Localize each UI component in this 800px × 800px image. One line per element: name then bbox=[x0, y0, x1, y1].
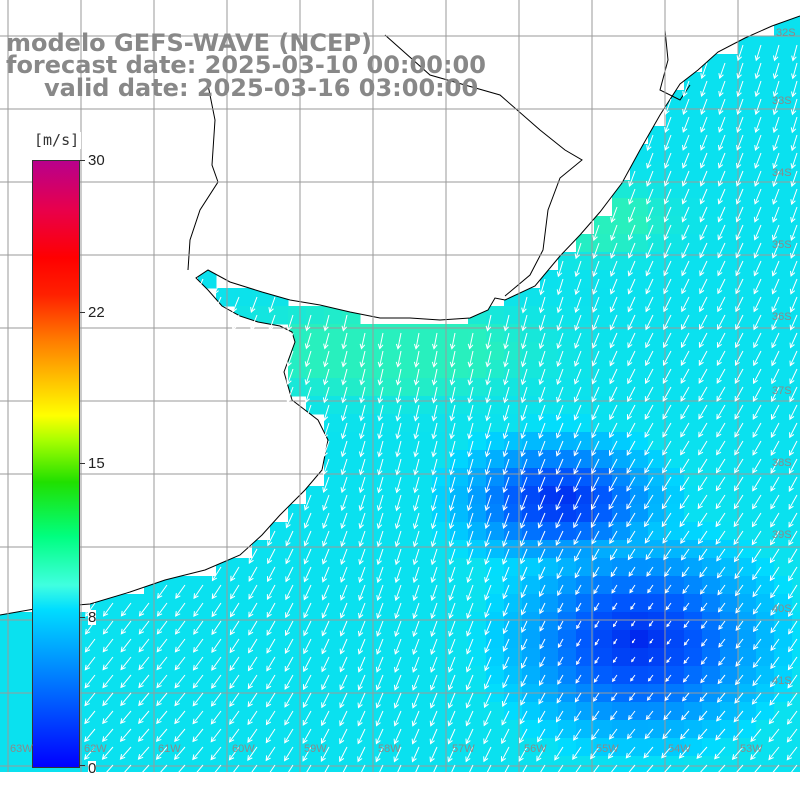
lat-label: 37S bbox=[772, 385, 792, 397]
colorbar-units: [m/s] bbox=[32, 131, 82, 149]
lon-label: 59W bbox=[304, 743, 327, 755]
lon-label: 55W bbox=[596, 743, 619, 755]
lon-label: 53W bbox=[740, 743, 763, 755]
border-line bbox=[384, 34, 583, 297]
lat-label: 36S bbox=[772, 311, 792, 323]
lat-label: 34S bbox=[772, 167, 792, 179]
lat-label: 32S bbox=[776, 27, 796, 39]
colorbar-label: 0 bbox=[88, 760, 97, 777]
colorbar-label: 30 bbox=[88, 152, 105, 169]
land-area bbox=[0, 0, 800, 615]
model-title: modelo GEFS-WAVE (NCEP) bbox=[6, 29, 372, 57]
lon-label: 60W bbox=[232, 743, 255, 755]
lon-label: 57W bbox=[452, 743, 475, 755]
lat-label: 33S bbox=[772, 95, 792, 107]
graticule bbox=[0, 0, 800, 772]
lon-label: 61W bbox=[158, 743, 181, 755]
lat-label: 38S bbox=[772, 457, 792, 469]
lon-label: 54W bbox=[668, 743, 691, 755]
colorbar-label: 22 bbox=[88, 304, 105, 321]
colorbar-tick bbox=[80, 765, 85, 766]
colorbar-label: 8 bbox=[88, 609, 97, 626]
bottom-margin bbox=[0, 772, 800, 800]
lat-label: 35S bbox=[772, 239, 792, 251]
lon-label: 62W bbox=[84, 743, 107, 755]
wind-arrows bbox=[83, 44, 798, 781]
wind-speed-field bbox=[0, 0, 800, 775]
lon-label: 63W bbox=[10, 743, 33, 755]
lat-label: 39S bbox=[772, 529, 792, 541]
colorbar-tick bbox=[80, 617, 85, 618]
forecast-date: forecast date: 2025-03-10 00:00:00 bbox=[6, 51, 486, 79]
lon-label: 56W bbox=[524, 743, 547, 755]
colorbar-tick bbox=[80, 160, 85, 161]
coastline bbox=[0, 15, 800, 616]
lat-label: 41S bbox=[772, 675, 792, 687]
lon-label: 58W bbox=[378, 743, 401, 755]
valid-date: valid date: 2025-03-16 03:00:00 bbox=[44, 74, 479, 102]
lat-label: 40S bbox=[772, 603, 792, 615]
colorbar-tick bbox=[80, 463, 85, 464]
wind-speed-colorbar bbox=[32, 160, 80, 768]
colorbar-tick bbox=[80, 312, 85, 313]
colorbar-label: 15 bbox=[88, 455, 105, 472]
